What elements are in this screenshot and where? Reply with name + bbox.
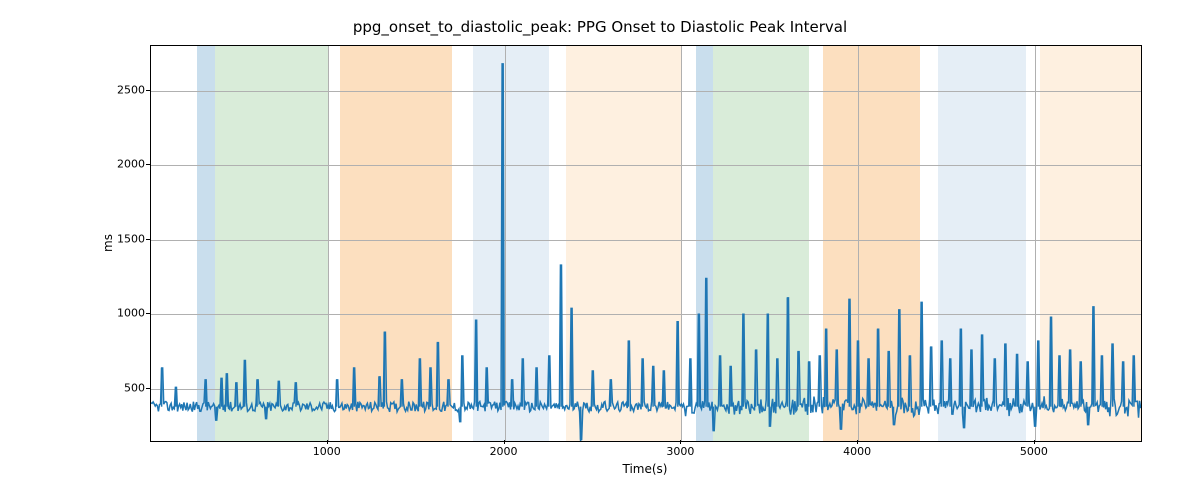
y-tick-label: 1000 (117, 307, 145, 320)
x-tick-label: 4000 (843, 445, 871, 458)
y-tick-mark (146, 239, 150, 240)
y-tick-mark (146, 313, 150, 314)
signal-line (151, 46, 1141, 441)
y-axis-label: ms (98, 45, 118, 440)
x-tick-label: 1000 (313, 445, 341, 458)
chart-container: ppg_onset_to_diastolic_peak: PPG Onset t… (0, 0, 1200, 500)
plot-area (150, 45, 1142, 442)
x-tick-label: 3000 (666, 445, 694, 458)
x-tick-label: 2000 (490, 445, 518, 458)
y-tick-mark (146, 90, 150, 91)
x-tick-mark (327, 440, 328, 444)
x-tick-mark (857, 440, 858, 444)
chart-title: ppg_onset_to_diastolic_peak: PPG Onset t… (0, 18, 1200, 36)
y-tick-label: 1500 (117, 232, 145, 245)
y-tick-label: 2000 (117, 158, 145, 171)
signal-path (151, 64, 1141, 440)
x-tick-mark (680, 440, 681, 444)
x-tick-mark (504, 440, 505, 444)
x-axis-label: Time(s) (150, 462, 1140, 476)
y-tick-mark (146, 164, 150, 165)
y-tick-label: 2500 (117, 83, 145, 96)
x-tick-label: 5000 (1020, 445, 1048, 458)
x-tick-mark (1034, 440, 1035, 444)
y-tick-label: 500 (124, 381, 145, 394)
y-tick-mark (146, 388, 150, 389)
